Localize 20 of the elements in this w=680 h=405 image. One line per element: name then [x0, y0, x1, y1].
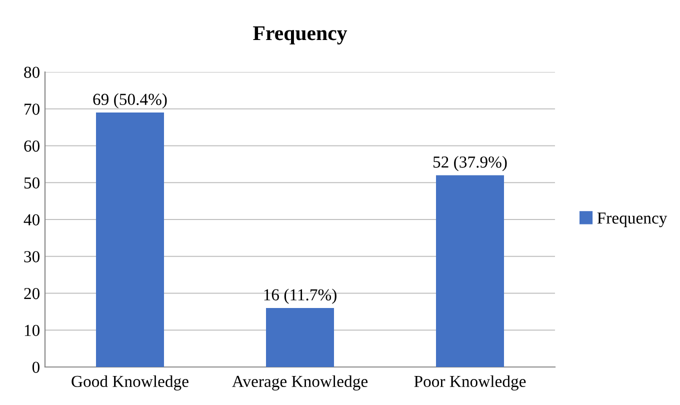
- y-tick-label: 60: [24, 140, 40, 152]
- bar: [96, 112, 164, 367]
- bar: [266, 308, 334, 367]
- x-tick-label: Average Knowledge: [232, 375, 368, 390]
- y-tick-label: 70: [24, 104, 40, 115]
- y-tick-label: 20: [24, 288, 40, 300]
- x-tick-label: Poor Knowledge: [414, 375, 526, 390]
- y-tick-label: 40: [24, 214, 40, 226]
- y-tick-label: 50: [24, 177, 40, 189]
- bar: [436, 175, 504, 367]
- data-label: 52 (37.9%): [433, 156, 507, 172]
- x-tick-label: Good Knowledge: [72, 375, 188, 390]
- data-label: 69 (50.4%): [93, 93, 167, 108]
- chart-title: Frequency: [253, 26, 348, 44]
- legend-label: Frequency: [597, 212, 668, 228]
- y-tick-label: 80: [24, 66, 40, 78]
- y-tick-label: 10: [24, 324, 40, 336]
- data-label: 16 (11.7%): [264, 288, 336, 304]
- y-tick-label: 30: [24, 251, 40, 262]
- y-tick-label: 0: [32, 362, 40, 373]
